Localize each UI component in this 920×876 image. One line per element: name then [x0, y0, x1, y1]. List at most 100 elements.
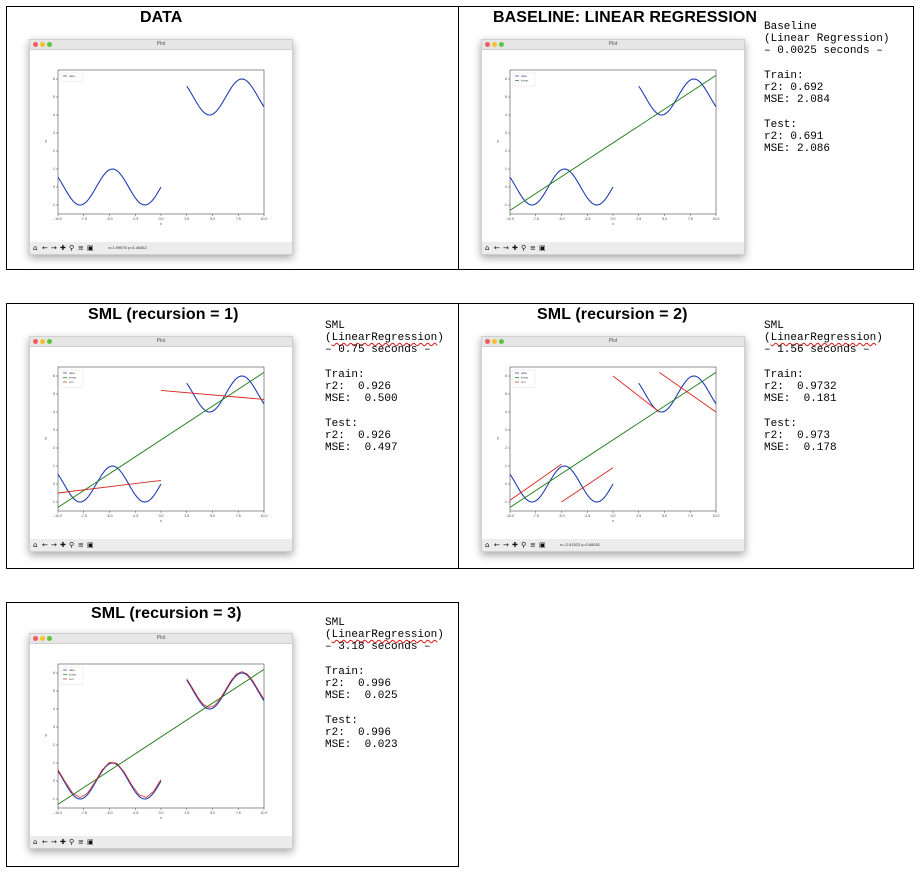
home-icon[interactable]: ⌂: [485, 244, 490, 252]
configure-icon[interactable]: ≡: [78, 838, 84, 846]
stats-line: MSE: 0.497: [325, 441, 398, 454]
stats-line: SML: [764, 320, 784, 332]
window-toolbar: ⌂ ← → ✚ ⚲ ≡ ▣ x=1.99576 y=4.46362: [30, 242, 292, 254]
x-tick-label: -2.5: [584, 514, 590, 518]
back-arrow-icon[interactable]: ←: [42, 838, 48, 846]
window-title: Plot: [608, 41, 618, 47]
window-title: Plot: [156, 635, 166, 641]
x-tick-label: -7.5: [81, 811, 87, 815]
forward-arrow-icon[interactable]: →: [51, 244, 57, 252]
plot-frame: [57, 69, 265, 215]
minimize-dot[interactable]: [40, 339, 45, 344]
x-axis-label: x: [160, 221, 162, 226]
zoom-icon[interactable]: ⚲: [521, 244, 527, 252]
stats-line: r2: 0.926: [325, 429, 392, 442]
y-tick-label: 6: [53, 77, 55, 81]
back-arrow-icon[interactable]: ←: [494, 541, 500, 549]
back-arrow-icon[interactable]: ←: [42, 244, 48, 252]
home-icon[interactable]: ⌂: [485, 541, 490, 549]
stats-line: Test:: [764, 118, 798, 131]
configure-icon[interactable]: ≡: [78, 244, 84, 252]
pan-icon[interactable]: ✚: [60, 838, 66, 846]
y-tick-label: 3: [505, 428, 507, 432]
maximize-dot[interactable]: [47, 42, 52, 47]
y-tick-label: 3: [505, 131, 507, 135]
data-series-right: [186, 78, 265, 116]
zoom-icon[interactable]: ⚲: [69, 838, 75, 846]
stats-line: – 0.75 seconds –: [325, 344, 431, 357]
x-tick-label: 5.0: [210, 217, 215, 221]
close-dot[interactable]: [33, 339, 38, 344]
stats-text: SML (LinearRegression) – 1.56 seconds – Tra…: [764, 320, 883, 454]
y-tick-label: 4: [505, 113, 507, 117]
forward-arrow-icon[interactable]: →: [503, 541, 509, 549]
data-series-left: [509, 168, 614, 206]
sml-fit-segment: [225, 680, 232, 691]
x-tick-label: 2.5: [184, 217, 189, 221]
legend-box: [60, 666, 84, 685]
x-tick-label: 7.5: [688, 514, 693, 518]
legend: data: [60, 72, 84, 82]
save-icon[interactable]: ▣: [539, 244, 546, 252]
stats-line: [764, 357, 883, 369]
sml-fit-segment: [241, 671, 248, 675]
y-tick-label: 3: [53, 131, 55, 135]
save-icon[interactable]: ▣: [87, 244, 94, 252]
x-tick-label: -10.0: [54, 811, 62, 815]
pan-icon[interactable]: ✚: [60, 244, 66, 252]
close-dot[interactable]: [485, 42, 490, 47]
forward-arrow-icon[interactable]: →: [503, 244, 509, 252]
plot-canvas: -10.0 -7.5 -5.0 -2.5 0.0 2.5 5.0 7.5 10.0 -1 0 1 2 3 4…: [45, 366, 267, 523]
save-icon[interactable]: ▣: [87, 541, 94, 549]
save-icon[interactable]: ▣: [539, 541, 546, 549]
close-dot[interactable]: [33, 42, 38, 47]
minimize-dot[interactable]: [40, 636, 45, 641]
maximize-dot[interactable]: [47, 636, 52, 641]
window-title: Plot: [156, 41, 166, 47]
y-tick-label: 1: [53, 167, 55, 171]
linear-fit-line: [57, 669, 265, 805]
sml-fit-segment: [123, 771, 132, 785]
legend-entry: data: [521, 74, 527, 78]
configure-icon[interactable]: ≡: [530, 244, 536, 252]
zoom-icon[interactable]: ⚲: [521, 541, 527, 549]
close-dot[interactable]: [33, 636, 38, 641]
back-arrow-icon[interactable]: ←: [42, 541, 48, 549]
home-icon[interactable]: ⌂: [33, 541, 38, 549]
zoom-icon[interactable]: ⚲: [69, 244, 75, 252]
stats-line: Test:: [325, 417, 359, 430]
minimize-dot[interactable]: [40, 42, 45, 47]
minimize-dot[interactable]: [492, 339, 497, 344]
maximize-dot[interactable]: [47, 339, 52, 344]
home-icon[interactable]: ⌂: [33, 838, 38, 846]
zoom-icon[interactable]: ⚲: [69, 541, 75, 549]
close-dot[interactable]: [485, 339, 490, 344]
plot-window: Plot -10.0 -7.5 -5.0 -2.5 0.0 2.5 5.0 7.5 10.0 -1…: [481, 39, 745, 255]
maximize-dot[interactable]: [499, 339, 504, 344]
back-arrow-icon[interactable]: ←: [494, 244, 500, 252]
linear-fit-line: [57, 372, 265, 508]
legend-entry: data: [69, 668, 75, 672]
stats-line: [325, 654, 444, 666]
data-series-right: [638, 375, 717, 413]
pan-icon[interactable]: ✚: [60, 541, 66, 549]
forward-arrow-icon[interactable]: →: [51, 541, 57, 549]
maximize-dot[interactable]: [499, 42, 504, 47]
sml-fit-segment: [208, 705, 215, 708]
y-tick-label: 4: [53, 113, 55, 117]
forward-arrow-icon[interactable]: →: [51, 838, 57, 846]
pan-icon[interactable]: ✚: [512, 541, 518, 549]
pan-icon[interactable]: ✚: [512, 244, 518, 252]
x-tick-label: 10.0: [261, 217, 268, 221]
stats-line: – 1.56 seconds –: [764, 344, 870, 357]
configure-icon[interactable]: ≡: [530, 541, 536, 549]
stats-line: r2: 0.692: [764, 81, 824, 94]
save-icon[interactable]: ▣: [87, 838, 94, 846]
configure-icon[interactable]: ≡: [78, 541, 84, 549]
x-tick-label: 7.5: [236, 811, 241, 815]
home-icon[interactable]: ⌂: [33, 244, 38, 252]
minimize-dot[interactable]: [492, 42, 497, 47]
y-tick-label: 1: [53, 464, 55, 468]
stats-line: r2: 0.996: [325, 726, 392, 739]
y-axis-label: y: [45, 138, 47, 143]
